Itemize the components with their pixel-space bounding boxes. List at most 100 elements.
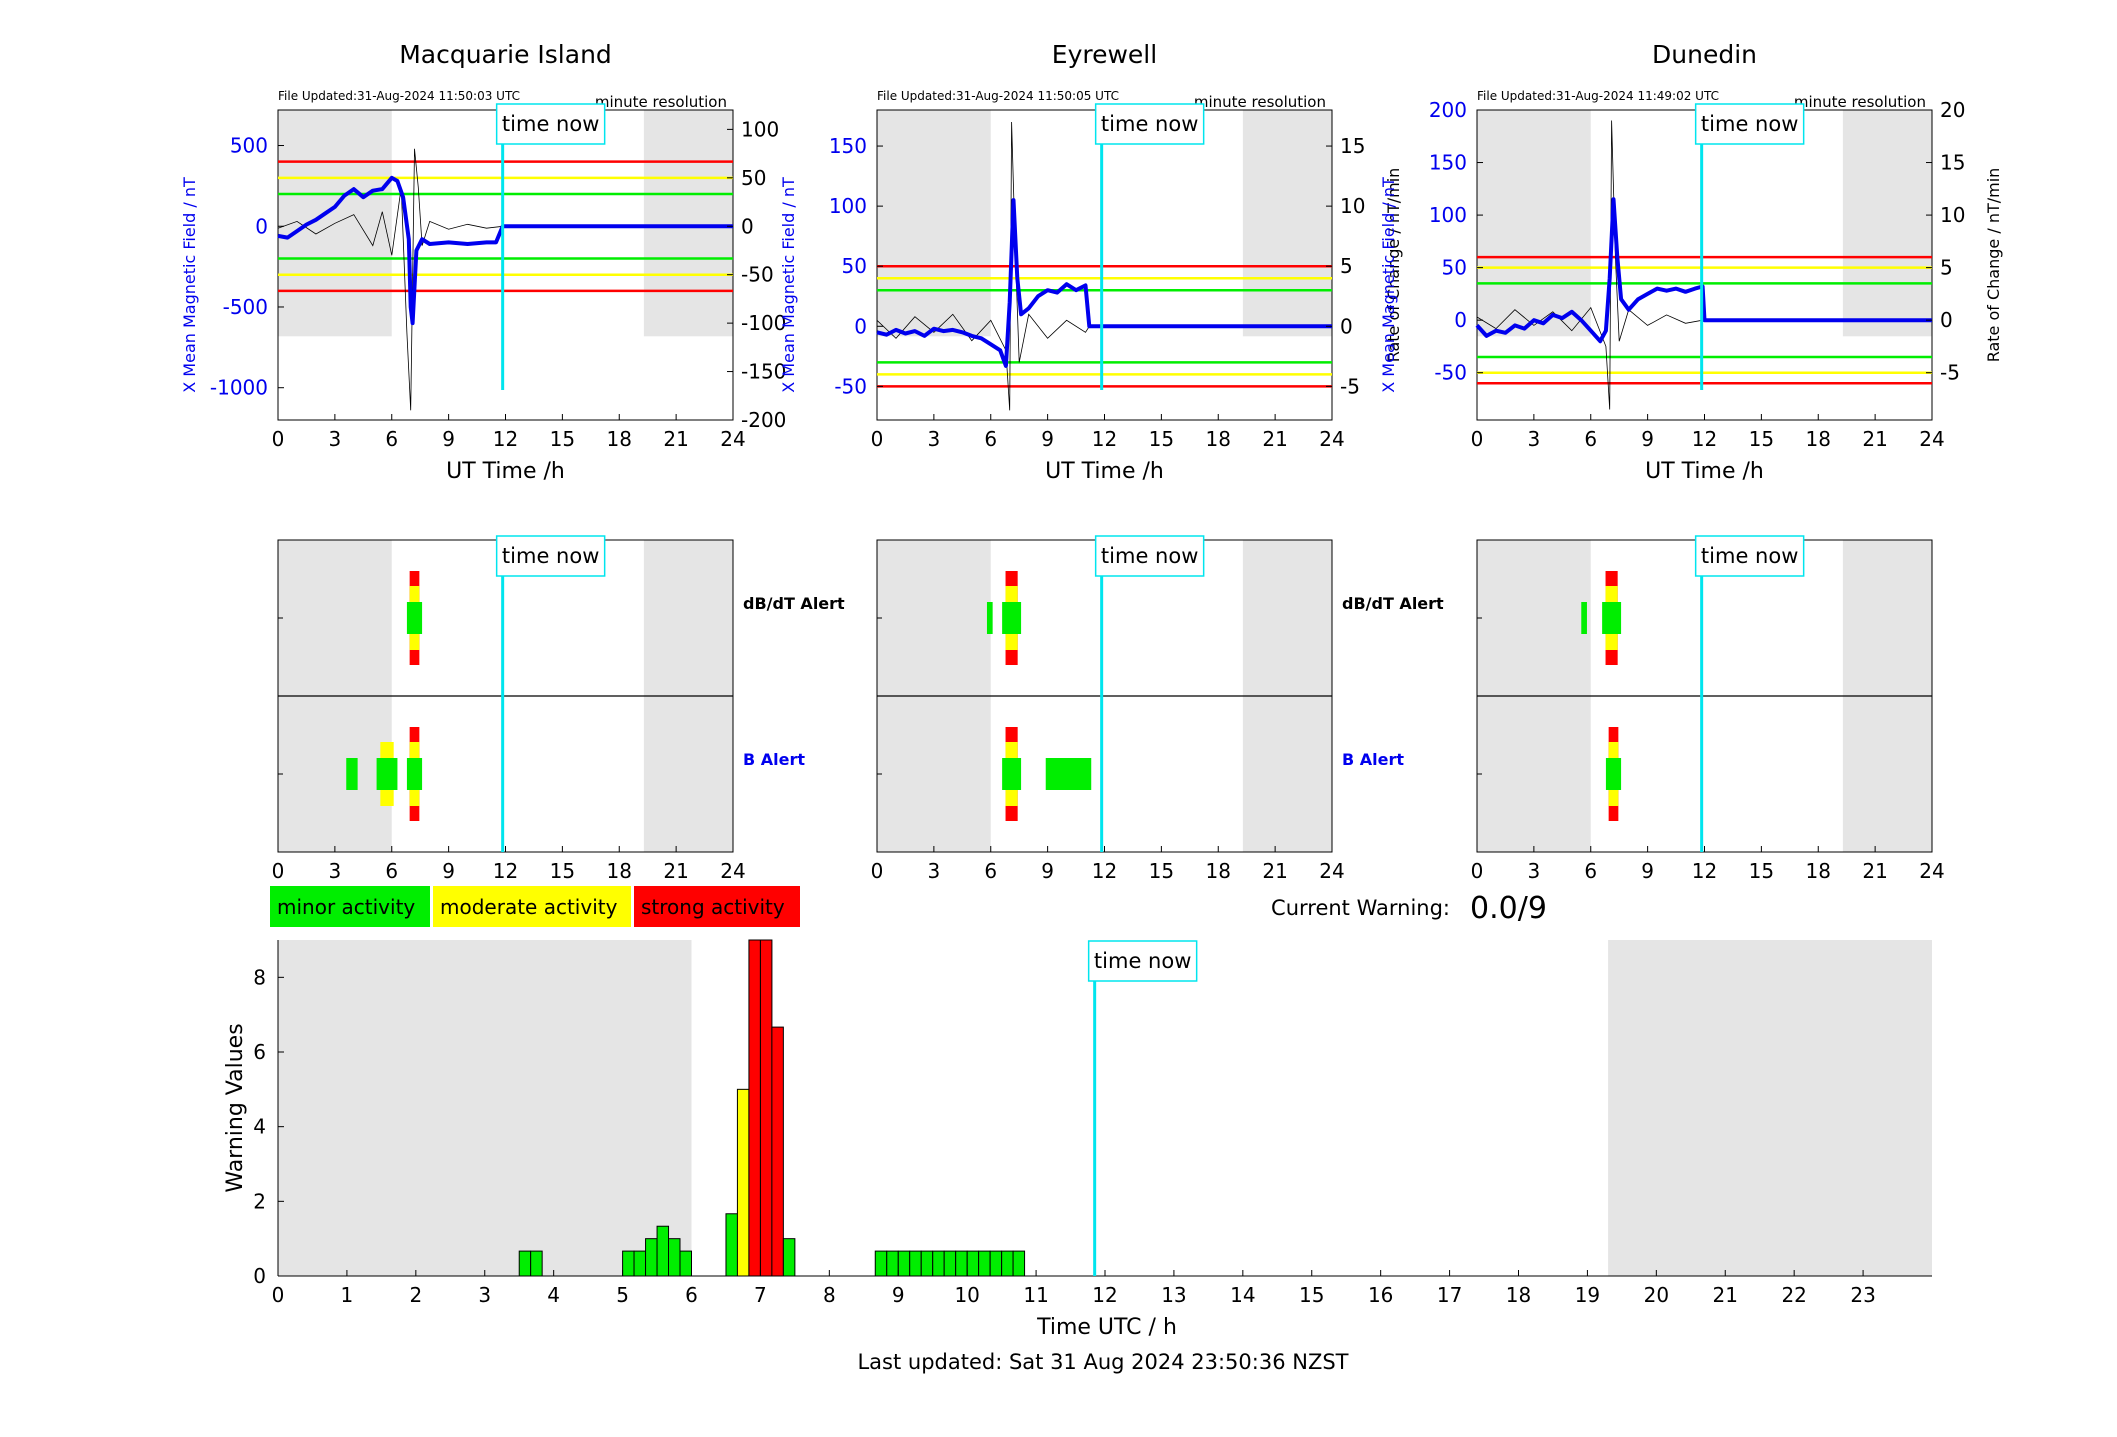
x-tick-label: 23 <box>1850 1283 1875 1307</box>
x-tick-label: 0 <box>871 427 884 451</box>
x-tick-label: 4 <box>547 1283 560 1307</box>
x-tick-label: 21 <box>1862 427 1887 451</box>
current-warning: Current Warning: 0.0/9 <box>1271 891 1547 926</box>
x-tick-label: 12 <box>1692 427 1717 451</box>
y-tick-label-left: 50 <box>1442 256 1467 280</box>
warning-bar <box>886 1250 899 1277</box>
warning-bar <box>622 1250 635 1277</box>
x-tick-label: 0 <box>272 1283 285 1307</box>
x-tick-label: 9 <box>442 427 455 451</box>
rate-of-change-line <box>1476 120 1703 410</box>
x-tick-label: 9 <box>1041 859 1054 883</box>
time-now-box <box>1087 940 1198 982</box>
time-now-box <box>1694 103 1805 145</box>
x-tick-label: 18 <box>607 427 632 451</box>
warning-bar <box>1012 1250 1026 1277</box>
dbdt-alert-label: dB/dT Alert <box>1342 594 1444 613</box>
legend-label: moderate activity <box>440 895 618 919</box>
alert-panel-2: time now 0 3 6 9 12 15 18 21 24 <box>1471 535 1945 883</box>
y-tick-label: 4 <box>253 1115 266 1139</box>
x-tick-label: 9 <box>892 1283 905 1307</box>
warning-bar <box>771 1026 784 1277</box>
y-tick-label-left: 100 <box>829 194 867 218</box>
y-tick-label-left: 100 <box>1429 203 1467 227</box>
warning-bar <box>909 1250 922 1277</box>
b-alert-green <box>1605 758 1622 790</box>
x-tick-label: 9 <box>1641 427 1654 451</box>
warning-bar <box>897 1250 911 1277</box>
y-axis-label-left: X Mean Magnetic Field / nT <box>1379 177 1398 393</box>
night-band <box>1608 940 1932 1276</box>
y-tick-label-left: 200 <box>1429 98 1467 122</box>
x-axis-label: UT Time /h <box>446 459 565 484</box>
x-tick-label: 15 <box>1749 427 1774 451</box>
y-tick-label-right: 0 <box>1340 314 1353 338</box>
mean-field-line <box>1475 197 1932 344</box>
y-tick-label-right: 20 <box>1940 98 1965 122</box>
station-title: Eyrewell <box>1052 40 1157 69</box>
legend-label: strong activity <box>641 895 785 919</box>
warning-bar <box>1001 1250 1014 1277</box>
warning-bar <box>748 939 761 1277</box>
x-tick-label: 21 <box>1713 1283 1738 1307</box>
y-axis-label-left: X Mean Magnetic Field / nT <box>779 177 798 393</box>
x-tick-label: 12 <box>1092 427 1117 451</box>
x-tick-label: 3 <box>1528 859 1541 883</box>
dbdt-alert-green <box>406 602 423 634</box>
warning-bar <box>966 1250 980 1277</box>
warning-bar <box>645 1238 658 1277</box>
x-tick-label: 3 <box>329 859 342 883</box>
x-tick-label: 24 <box>1319 427 1344 451</box>
y-tick-label: 6 <box>253 1040 266 1064</box>
file-updated-text: File Updated:31-Aug-2024 11:50:03 UTC <box>278 89 520 103</box>
x-tick-label: 2 <box>409 1283 422 1307</box>
warning-bar <box>874 1250 888 1277</box>
x-tick-label: 5 <box>616 1283 629 1307</box>
dbdt-alert-green <box>986 602 993 634</box>
x-tick-label: 22 <box>1781 1283 1806 1307</box>
y-tick-label-right: -5 <box>1940 361 1960 385</box>
b-alert-green <box>1045 758 1092 790</box>
x-tick-label: 9 <box>442 859 455 883</box>
x-tick-label: 12 <box>1092 1283 1117 1307</box>
y-tick-label-right: 100 <box>741 117 779 141</box>
y-tick-label-left: 150 <box>829 134 867 158</box>
x-tick-label: 12 <box>1692 859 1717 883</box>
y-tick-label-left: -50 <box>1434 361 1467 385</box>
dbdt-alert-green <box>1602 602 1622 634</box>
x-tick-label: 14 <box>1230 1283 1255 1307</box>
y-tick-label-right: 15 <box>1940 151 1965 175</box>
x-tick-label: 0 <box>272 859 285 883</box>
warning-bar <box>989 1250 1003 1277</box>
dbdt-alert-green <box>1002 602 1022 634</box>
x-tick-label: 0 <box>1471 859 1484 883</box>
x-tick-label: 24 <box>720 427 745 451</box>
y-tick-label-right: -200 <box>741 408 786 432</box>
x-tick-label: 3 <box>478 1283 491 1307</box>
alert-panels: time now dB/dT Alert B Alert 0 3 6 9 12 15 18 21 24… <box>272 535 1945 883</box>
y-tick-label-left: -500 <box>223 295 268 319</box>
time-now-box <box>495 103 606 145</box>
rate-of-change-line <box>277 148 503 411</box>
x-tick-label: 0 <box>1471 427 1484 451</box>
warning-bar <box>920 1250 934 1277</box>
night-band <box>1842 110 1932 337</box>
time-now-label: time now <box>1101 544 1198 568</box>
time-now-label: time now <box>1094 949 1191 973</box>
b-alert-green <box>346 758 358 790</box>
x-tick-label: 15 <box>1149 859 1174 883</box>
x-tick-label: 18 <box>1506 1283 1531 1307</box>
legend-label: minor activity <box>277 895 415 919</box>
night-band <box>278 940 692 1276</box>
y-tick-label-left: 500 <box>230 134 268 158</box>
x-tick-label: 16 <box>1368 1283 1393 1307</box>
legend-swatch <box>433 886 631 927</box>
y-tick-label-left: 0 <box>854 314 867 338</box>
x-tick-label: 6 <box>984 427 997 451</box>
warning-bar <box>759 939 773 1277</box>
x-tick-label: 20 <box>1644 1283 1669 1307</box>
time-now-box <box>1694 535 1805 577</box>
x-tick-label: 15 <box>1299 1283 1324 1307</box>
y-tick-label-right: -150 <box>741 360 786 384</box>
